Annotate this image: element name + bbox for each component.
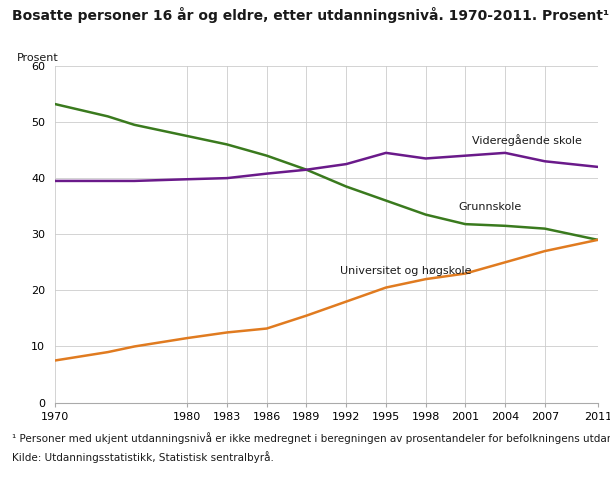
Text: Videregående skole: Videregående skole [472,134,582,146]
Text: Grunnskole: Grunnskole [459,203,522,212]
Text: Kilde: Utdanningsstatistikk, Statistisk sentralbyrå.: Kilde: Utdanningsstatistikk, Statistisk … [12,451,274,463]
Text: Universitet og høgskole: Universitet og høgskole [340,266,471,276]
Text: ¹ Personer med ukjent utdanningsnivå er ikke medregnet i beregningen av prosenta: ¹ Personer med ukjent utdanningsnivå er … [12,432,610,444]
Text: Prosent: Prosent [17,53,59,62]
Text: Bosatte personer 16 år og eldre, etter utdanningsnivå. 1970-2011. Prosent¹: Bosatte personer 16 år og eldre, etter u… [12,7,609,23]
